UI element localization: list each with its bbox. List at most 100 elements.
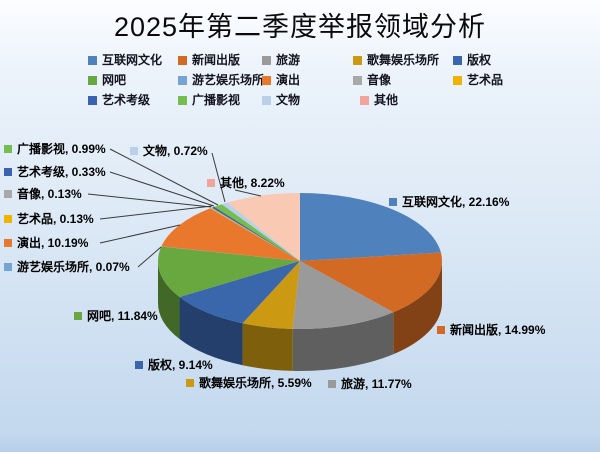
label-swatch-icon [328,380,336,388]
legend-item: 文物 [262,93,300,107]
label-text: 广播影视, 0.99% [17,142,106,156]
label-text: 文物, 0.72% [143,144,208,158]
legend-item: 广播影视 [178,93,240,107]
legend-item: 旅游 [262,53,300,67]
label-text: 其他, 8.22% [220,176,285,190]
legend-label: 艺术品 [467,73,504,87]
pie-slice [292,261,394,329]
legend-swatch-icon [453,55,462,65]
data-label: 广播影视, 0.99% [4,142,106,156]
leader-line [109,148,219,206]
legend-swatch-icon [178,55,187,65]
pie-slice-side [242,323,293,371]
label-text: 艺术考级, 0.33% [17,165,106,179]
legend-item: 演出 [262,73,300,87]
legend-item: 艺术品 [453,73,503,87]
label-swatch-icon [4,190,12,198]
label-swatch-icon [207,179,215,187]
legend-label: 版权 [467,53,492,67]
legend-item: 游艺娱乐场所 [178,73,264,87]
legend-item: 互联网文化 [88,53,162,67]
legend-swatch-icon [262,75,271,85]
leader-line [137,246,162,268]
legend-label: 其他 [374,93,399,107]
data-label: 版权, 9.14% [135,358,213,372]
data-label: 艺术考级, 0.33% [4,165,106,179]
legend-swatch-icon [353,55,362,65]
pie-slice [161,246,300,261]
data-label: 旅游, 11.77% [328,377,412,391]
leader-line [87,193,212,208]
legend-swatch-icon [353,75,362,85]
leader-line [99,205,213,220]
data-label: 歌舞娱乐场所, 5.59% [186,376,312,390]
data-label: 音像, 0.13% [4,187,82,201]
legend-item: 新闻出版 [178,53,240,67]
pie-slice [161,208,300,261]
legend-swatch-icon [178,95,187,105]
legend-swatch-icon [262,95,271,105]
legend-label: 音像 [367,73,392,87]
legend-item: 音像 [353,73,391,87]
legend-label: 文物 [276,93,301,107]
pie-slice [158,246,300,298]
pie-slice-side [393,261,443,355]
pie-slice [221,202,300,261]
pie-slice [300,193,441,261]
leader-line [211,152,226,203]
label-swatch-icon [437,326,445,334]
legend-label: 歌舞娱乐场所 [367,53,440,67]
label-swatch-icon [74,312,82,320]
pie-slice [227,193,300,261]
legend-label: 广播影视 [192,93,241,107]
label-swatch-icon [4,168,12,176]
label-swatch-icon [186,379,194,387]
legend-item: 网吧 [88,73,126,87]
label-swatch-icon [4,263,12,271]
label-text: 旅游, 11.77% [341,377,412,391]
legend-swatch-icon [88,75,97,85]
data-label: 艺术品, 0.13% [4,212,94,226]
label-swatch-icon [130,147,138,155]
label-text: 互联网文化, 22.16% [402,195,510,209]
legend-label: 演出 [276,73,301,87]
label-text: 演出, 10.19% [17,236,89,250]
data-label: 新闻出版, 14.99% [437,323,545,337]
legend-item: 其他 [360,93,398,107]
legend-swatch-icon [453,75,462,85]
legend-swatch-icon [262,55,271,65]
legend-label: 互联网文化 [102,53,163,67]
leader-line [234,189,262,197]
label-swatch-icon [4,239,12,247]
leader-line [99,224,181,244]
legend-item: 艺术考级 [88,93,150,107]
data-label: 演出, 10.19% [4,236,88,250]
label-text: 网吧, 11.84% [87,309,158,323]
pie-slice-side [179,297,243,366]
legend-label: 旅游 [276,53,301,67]
legend-item: 歌舞娱乐场所 [353,53,439,67]
pie-slice [300,252,442,313]
data-label: 文物, 0.72% [130,144,208,158]
legend-swatch-icon [88,55,97,65]
data-label: 其他, 8.22% [207,176,285,190]
label-swatch-icon [135,361,143,369]
pie-slice-side [158,261,180,340]
legend-swatch-icon [88,95,97,105]
data-label: 互联网文化, 22.16% [389,195,509,209]
label-text: 歌舞娱乐场所, 5.59% [199,376,312,390]
label-swatch-icon [4,145,12,153]
legend-label: 网吧 [102,73,127,87]
pie-slice [214,204,300,261]
pie-slice [211,206,300,261]
label-swatch-icon [389,198,397,206]
label-text: 版权, 9.14% [148,358,213,372]
legend-label: 新闻出版 [192,53,241,67]
pie-slice [179,261,300,324]
legend-item: 版权 [453,53,491,67]
pie-slice [209,208,300,261]
legend-swatch-icon [178,75,187,85]
pie-slice [242,261,300,329]
